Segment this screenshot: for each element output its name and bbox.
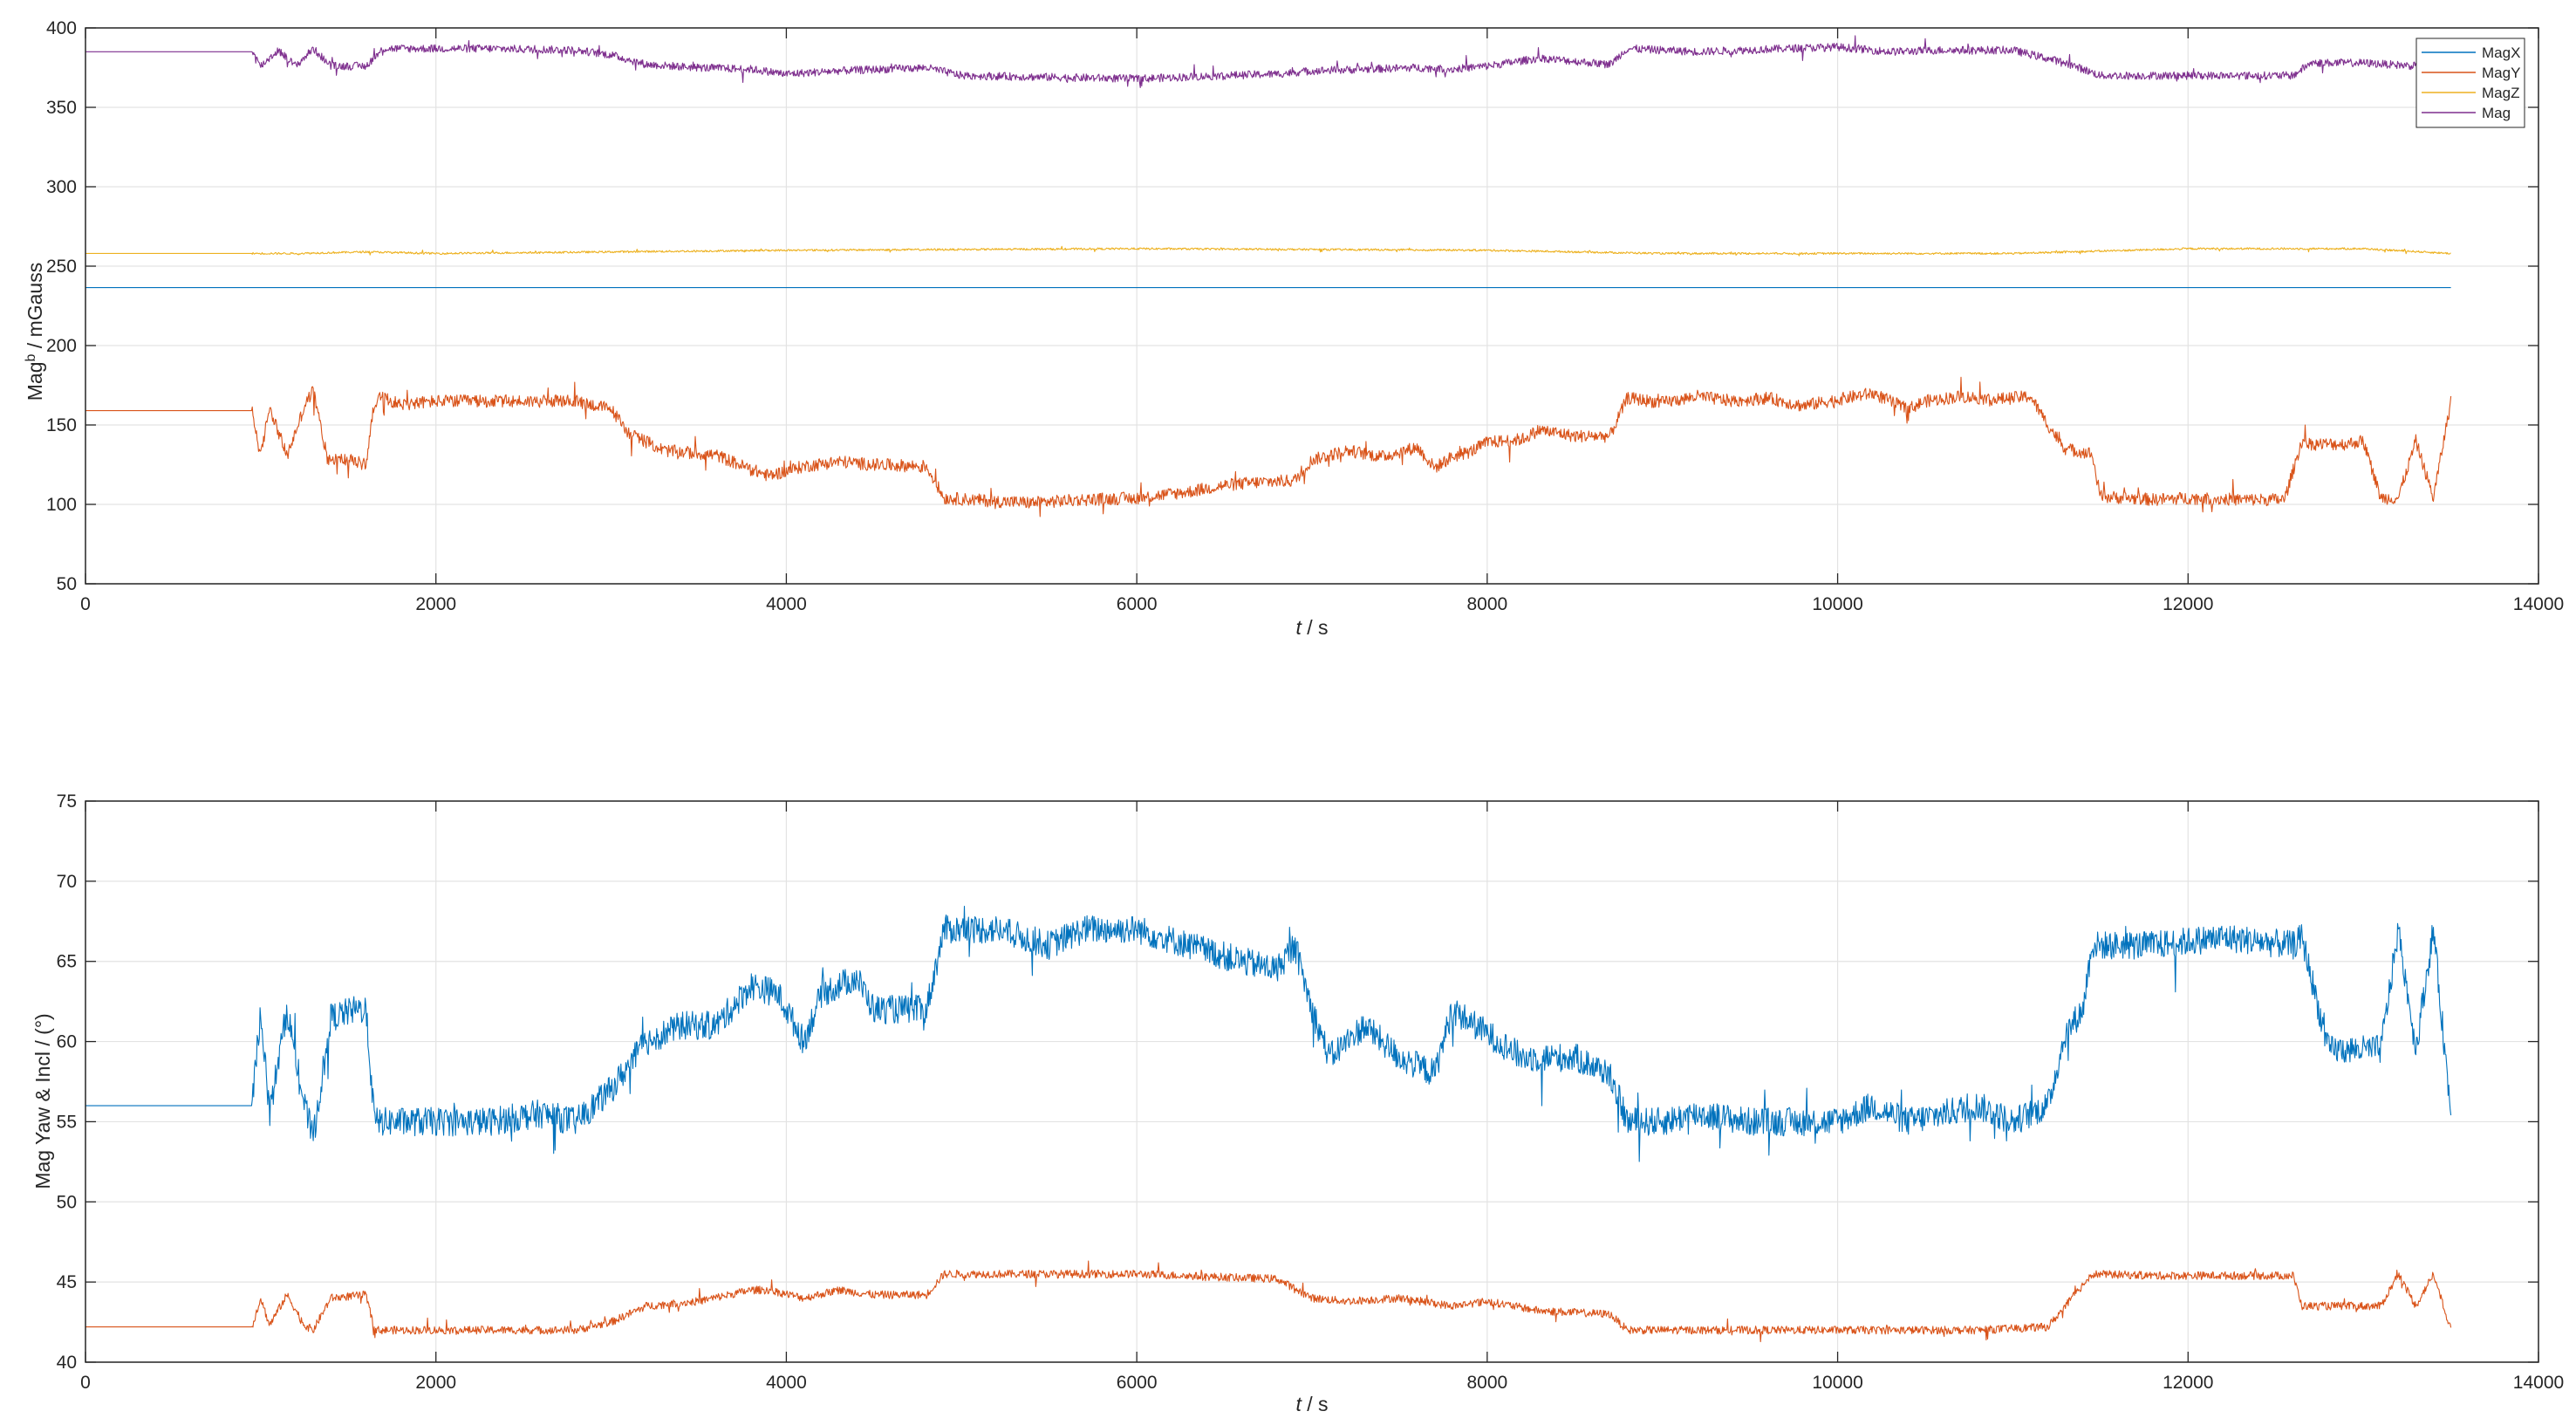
y-tick-label: 60 <box>57 1032 77 1052</box>
y-tick-label: 350 <box>46 98 77 118</box>
x-tick-label: 12000 <box>2163 1373 2213 1393</box>
x-tick-label: 0 <box>80 594 91 614</box>
magnetometer-components-chart: 0 2000 4000 6000 8000 10000 12000 14000 50 100 15… <box>24 18 2565 639</box>
x-tick-label: 6000 <box>1117 594 1158 614</box>
y-tick-label: 50 <box>57 574 77 594</box>
y-tick-label: 40 <box>57 1353 77 1373</box>
x-tick-label: 4000 <box>766 594 807 614</box>
series-line <box>85 1260 2452 1343</box>
x-tick-label: 10000 <box>1812 594 1862 614</box>
plot-frame <box>85 800 2539 1363</box>
x-axis-label: t / s <box>1295 1393 1328 1415</box>
legend: MagX MagY MagZ Mag <box>2415 38 2525 128</box>
y-tick-label: 400 <box>46 18 77 38</box>
y-tick-label: 75 <box>57 791 77 812</box>
y-ticks: 40 45 50 55 60 65 70 75 <box>57 791 2538 1373</box>
x-tick-label: 6000 <box>1117 1373 1158 1393</box>
series-line <box>85 35 2452 88</box>
y-ticks: 50 100 150 200 250 300 350 400 <box>46 18 2538 594</box>
series-line <box>85 245 2451 257</box>
series-group <box>85 35 2452 517</box>
grid <box>85 27 2539 585</box>
x-ticks: 0 2000 4000 6000 8000 10000 12000 14000 <box>80 801 2564 1393</box>
yaw-inclination-chart: 0 2000 4000 6000 8000 10000 12000 14000 40 45 50 5… <box>31 791 2564 1415</box>
series-line <box>85 376 2452 517</box>
x-tick-label: 2000 <box>415 594 456 614</box>
y-axis-label: Magb / mGauss <box>24 263 47 401</box>
series-group <box>85 906 2452 1343</box>
x-ticks: 0 2000 4000 6000 8000 10000 12000 14000 <box>80 28 2564 614</box>
x-tick-label: 12000 <box>2163 594 2213 614</box>
y-axis-label: Mag Yaw & Incl / (°) <box>31 1013 54 1189</box>
y-tick-label: 300 <box>46 177 77 197</box>
y-tick-label: 50 <box>57 1192 77 1212</box>
plot-frame <box>85 27 2539 585</box>
x-tick-label: 4000 <box>766 1373 807 1393</box>
legend-label: MagZ <box>2482 85 2519 101</box>
x-tick-label: 2000 <box>415 1373 456 1393</box>
x-tick-label: 0 <box>80 1373 91 1393</box>
x-tick-label: 14000 <box>2513 1373 2564 1393</box>
x-tick-label: 8000 <box>1466 594 1507 614</box>
legend-label: MagX <box>2482 45 2520 61</box>
x-tick-label: 10000 <box>1812 1373 1862 1393</box>
y-tick-label: 65 <box>57 952 77 972</box>
series-line <box>85 906 2452 1162</box>
y-tick-label: 200 <box>46 336 77 356</box>
y-tick-label: 45 <box>57 1272 77 1292</box>
y-tick-label: 70 <box>57 872 77 892</box>
x-axis-label: t / s <box>1295 616 1328 639</box>
y-tick-label: 250 <box>46 257 77 277</box>
x-tick-label: 14000 <box>2513 594 2564 614</box>
y-tick-label: 100 <box>46 495 77 515</box>
x-tick-label: 8000 <box>1466 1373 1507 1393</box>
legend-label: MagY <box>2482 65 2520 81</box>
y-tick-label: 55 <box>57 1112 77 1132</box>
y-tick-label: 150 <box>46 415 77 435</box>
legend-label: Mag <box>2482 105 2511 121</box>
